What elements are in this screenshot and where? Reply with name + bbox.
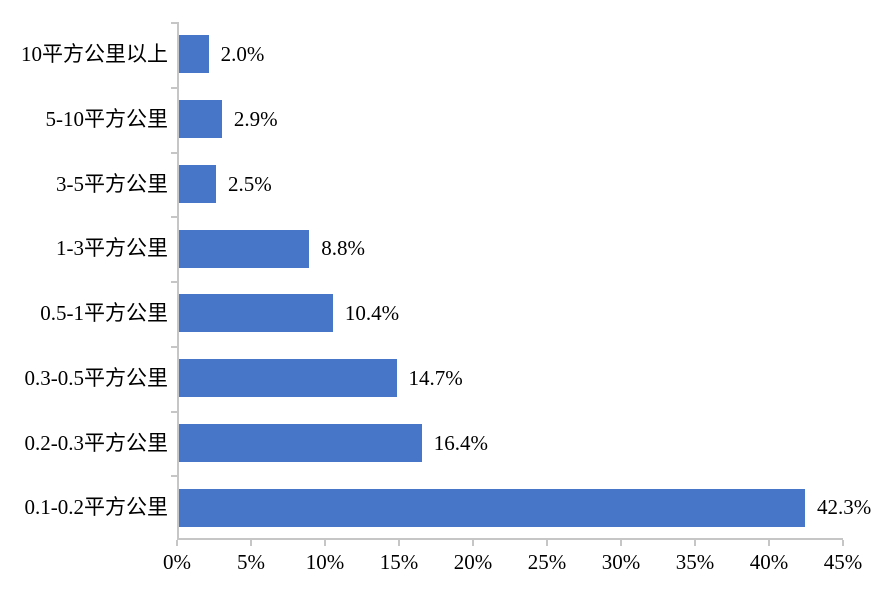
- value-axis-tick: [546, 540, 548, 546]
- category-axis-tick: [171, 345, 177, 348]
- bar: [179, 488, 806, 527]
- value-axis-tick: [768, 540, 770, 546]
- category-label: 1-3平方公里: [56, 236, 168, 261]
- category-axis-tick: [171, 22, 177, 24]
- value-axis-tick: [398, 540, 400, 546]
- value-label: 14.7%: [408, 365, 463, 390]
- value-axis-tick-label: 0%: [163, 550, 191, 574]
- value-axis-tick-label: 15%: [379, 550, 419, 574]
- category-axis-tick: [171, 475, 177, 478]
- category-label: 0.2-0.3平方公里: [24, 430, 169, 455]
- value-axis-tick-label: 45%: [823, 550, 863, 574]
- value-axis-tick-label: 35%: [675, 550, 715, 574]
- category-axis-tick: [171, 216, 177, 219]
- bar: [179, 294, 333, 333]
- bar: [179, 229, 310, 268]
- value-axis-tick-label: 25%: [527, 550, 567, 574]
- value-label: 42.3%: [817, 495, 872, 520]
- category-label: 0.5-1平方公里: [40, 301, 168, 325]
- category-axis-tick: [171, 281, 177, 283]
- value-axis-tick: [250, 540, 252, 546]
- value-label: 2.0%: [220, 42, 265, 66]
- category-label: 5-10平方公里: [45, 106, 169, 131]
- category-label: 0.1-0.2平方公里: [24, 495, 169, 520]
- category-label: 10平方公里以上: [21, 42, 168, 66]
- category-label: 3-5平方公里: [56, 171, 168, 196]
- value-axis-tick: [620, 540, 622, 546]
- value-axis-tick: [176, 540, 178, 546]
- value-axis-tick-label: 5%: [237, 550, 265, 574]
- value-axis-tick: [694, 540, 696, 546]
- category-axis-tick: [171, 410, 177, 413]
- category-label: 0.3-0.5平方公里: [24, 365, 169, 390]
- bar: [179, 359, 397, 398]
- value-label: 8.8%: [321, 236, 365, 261]
- value-axis-tick-label: 10%: [305, 550, 345, 574]
- bar: [179, 35, 209, 74]
- bar: [179, 423, 422, 462]
- value-axis-tick: [842, 540, 844, 546]
- plot-area: [177, 22, 843, 540]
- bar: [179, 164, 216, 203]
- value-label: 16.4%: [433, 430, 488, 455]
- category-axis-tick: [171, 151, 177, 154]
- value-label: 10.4%: [344, 301, 400, 325]
- value-axis-tick-label: 20%: [453, 550, 493, 574]
- value-axis-tick-label: 40%: [749, 550, 789, 574]
- category-axis-tick: [171, 86, 177, 89]
- value-axis-tick: [324, 540, 326, 546]
- value-axis-tick: [472, 540, 474, 546]
- value-label: 2.5%: [228, 171, 272, 196]
- bar: [179, 100, 222, 139]
- value-label: 2.9%: [233, 106, 278, 131]
- value-axis-tick-label: 30%: [601, 550, 641, 574]
